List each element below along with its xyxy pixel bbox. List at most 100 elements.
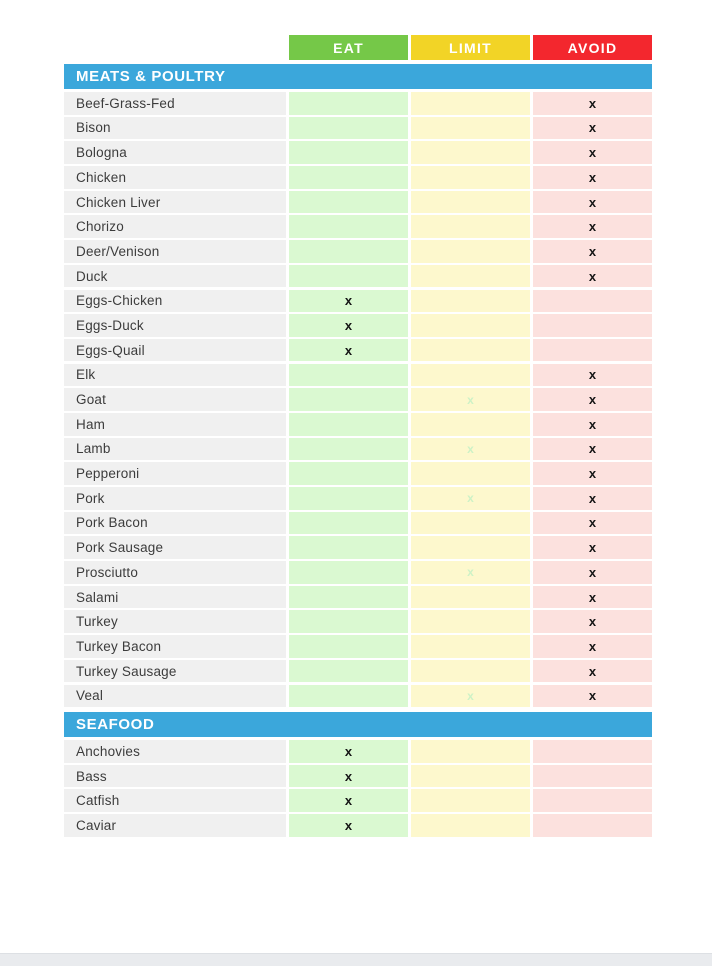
table-row: Turkey Sausage x — [64, 659, 652, 683]
food-name-cell: Duck — [64, 264, 286, 288]
eat-cell — [289, 412, 408, 436]
x-mark: x — [344, 743, 353, 759]
avoid-cell: x — [533, 190, 652, 214]
food-table-body: MEATS & POULTRY Beef-Grass-Fed x Bison x Bolo… — [64, 64, 652, 837]
table-row: Chicken x — [64, 166, 652, 189]
x-mark: x — [467, 441, 474, 456]
table-row: Caviar x — [64, 814, 652, 837]
limit-cell — [411, 585, 530, 609]
x-mark: x — [588, 95, 597, 111]
food-name-cell: Bass — [64, 764, 286, 788]
avoid-cell: x — [533, 141, 652, 164]
x-mark: x — [588, 219, 597, 235]
food-name-cell: Bologna — [64, 141, 286, 164]
section-rows: Beef-Grass-Fed x Bison x Bologna x Chicken x Chi… — [64, 92, 652, 708]
avoid-cell: x — [533, 561, 652, 584]
x-mark: x — [344, 768, 353, 784]
eat-cell: x — [289, 338, 408, 362]
table-row: Prosciutto x x — [64, 561, 652, 584]
table-row: Pepperoni x — [64, 462, 652, 485]
x-mark: x — [467, 491, 474, 506]
avoid-cell: x — [533, 215, 652, 239]
x-mark: x — [588, 268, 597, 284]
food-name-cell: Chorizo — [64, 215, 286, 239]
eat-cell — [289, 635, 408, 658]
avoid-cell: x — [533, 363, 652, 387]
table-row: Elk x — [64, 363, 652, 387]
food-name-cell: Catfish — [64, 789, 286, 813]
x-mark: x — [588, 688, 597, 704]
limit-cell — [411, 264, 530, 288]
table-row: Bologna x — [64, 141, 652, 164]
food-name-cell: Veal — [64, 684, 286, 708]
eat-cell — [289, 511, 408, 535]
avoid-cell — [533, 740, 652, 763]
column-header-row: EAT LIMIT AVOID — [64, 35, 652, 60]
x-mark: x — [588, 392, 597, 408]
limit-cell: x — [411, 487, 530, 510]
avoid-cell — [533, 814, 652, 837]
food-name-cell: Ham — [64, 412, 286, 436]
x-mark: x — [467, 565, 474, 580]
food-name-cell: Goat — [64, 388, 286, 411]
food-name-cell: Turkey Sausage — [64, 659, 286, 683]
avoid-column-header: AVOID — [533, 35, 652, 60]
avoid-cell: x — [533, 536, 652, 559]
x-mark: x — [344, 793, 353, 809]
eat-cell — [289, 536, 408, 559]
eat-cell — [289, 462, 408, 485]
avoid-cell — [533, 338, 652, 362]
food-name-cell: Caviar — [64, 814, 286, 837]
eat-cell: x — [289, 814, 408, 837]
limit-cell — [411, 610, 530, 634]
eat-cell — [289, 92, 408, 115]
x-mark: x — [588, 145, 597, 161]
limit-column-header: LIMIT — [411, 35, 530, 60]
eat-cell — [289, 561, 408, 584]
table-row: Pork x x — [64, 487, 652, 510]
x-mark: x — [588, 367, 597, 383]
eat-cell — [289, 585, 408, 609]
limit-cell — [411, 659, 530, 683]
limit-cell — [411, 536, 530, 559]
eat-cell — [289, 240, 408, 263]
x-mark: x — [588, 515, 597, 531]
avoid-cell — [533, 314, 652, 337]
eat-cell — [289, 141, 408, 164]
avoid-cell: x — [533, 437, 652, 461]
x-mark: x — [588, 243, 597, 259]
eat-cell — [289, 684, 408, 708]
food-name-cell: Chicken Liver — [64, 190, 286, 214]
food-guide-table: EAT LIMIT AVOID MEATS & POULTRY Beef-Gras… — [64, 35, 652, 842]
limit-cell — [411, 814, 530, 837]
x-mark: x — [467, 392, 474, 407]
x-mark: x — [588, 120, 597, 136]
avoid-cell: x — [533, 511, 652, 535]
limit-cell — [411, 789, 530, 813]
food-name-cell: Eggs-Quail — [64, 338, 286, 362]
avoid-cell: x — [533, 585, 652, 609]
x-mark: x — [344, 293, 353, 309]
avoid-cell: x — [533, 116, 652, 140]
avoid-cell: x — [533, 487, 652, 510]
x-mark: x — [344, 342, 353, 358]
eat-cell — [289, 437, 408, 461]
avoid-cell: x — [533, 92, 652, 115]
food-name-cell: Pork Sausage — [64, 536, 286, 559]
limit-cell: x — [411, 684, 530, 708]
eat-cell — [289, 388, 408, 411]
table-row: Chorizo x — [64, 215, 652, 239]
section-header-seafood: SEAFOOD — [64, 712, 652, 738]
limit-cell — [411, 740, 530, 763]
avoid-cell: x — [533, 166, 652, 189]
food-name-cell: Lamb — [64, 437, 286, 461]
eat-cell — [289, 116, 408, 140]
table-row: Veal x x — [64, 684, 652, 708]
eat-cell: x — [289, 740, 408, 763]
food-name-cell: Anchovies — [64, 740, 286, 763]
food-name-cell: Beef-Grass-Fed — [64, 92, 286, 115]
table-row: Turkey x — [64, 610, 652, 634]
table-row: Eggs-Chicken x — [64, 289, 652, 313]
limit-cell: x — [411, 437, 530, 461]
x-mark: x — [588, 589, 597, 605]
